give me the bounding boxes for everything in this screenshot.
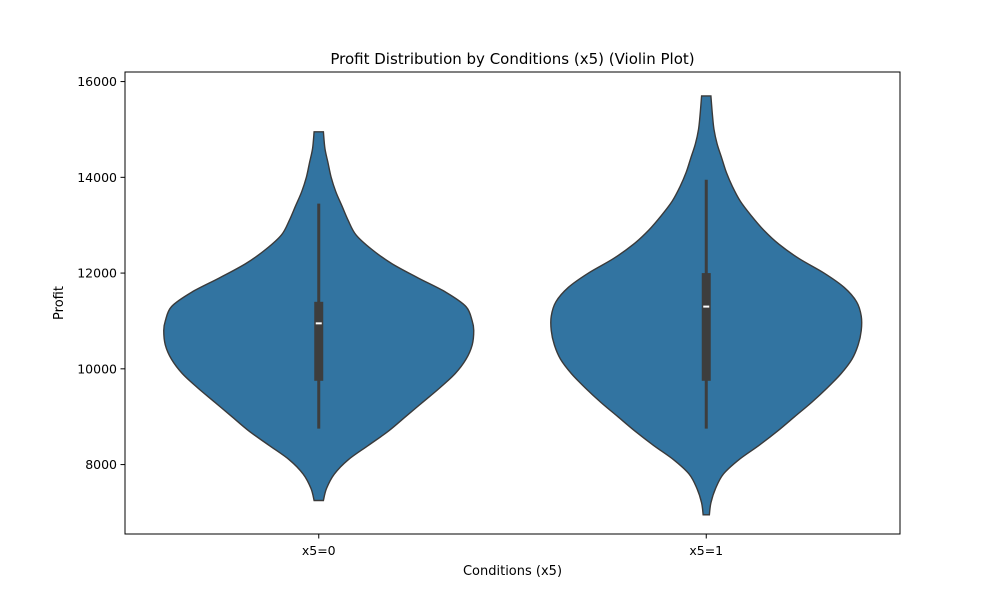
violin-group-x5=1	[550, 95, 863, 516]
y-tick-label: 12000	[77, 266, 117, 281]
plot-frame	[124, 71, 901, 535]
violin-iqr-box	[314, 301, 324, 381]
y-tick-label: 8000	[85, 457, 117, 472]
y-tick-label: 10000	[77, 361, 117, 376]
y-axis-label: Profit	[52, 286, 67, 320]
violin-iqr-box	[701, 273, 711, 381]
plot-area	[163, 95, 863, 516]
y-tick-label: 16000	[77, 74, 117, 89]
x-tick-label: x5=0	[302, 543, 336, 558]
chart-title: Profit Distribution by Conditions (x5) (…	[330, 50, 694, 68]
x-axis: x5=0 x5=1	[302, 534, 723, 558]
x-tick-label: x5=1	[689, 543, 723, 558]
x-axis-label: Conditions (x5)	[463, 564, 562, 579]
y-tick-label: 14000	[77, 170, 117, 185]
violin-group-x5=0	[163, 131, 475, 502]
y-axis: 8000 10000 12000 14000 16000	[77, 74, 125, 472]
